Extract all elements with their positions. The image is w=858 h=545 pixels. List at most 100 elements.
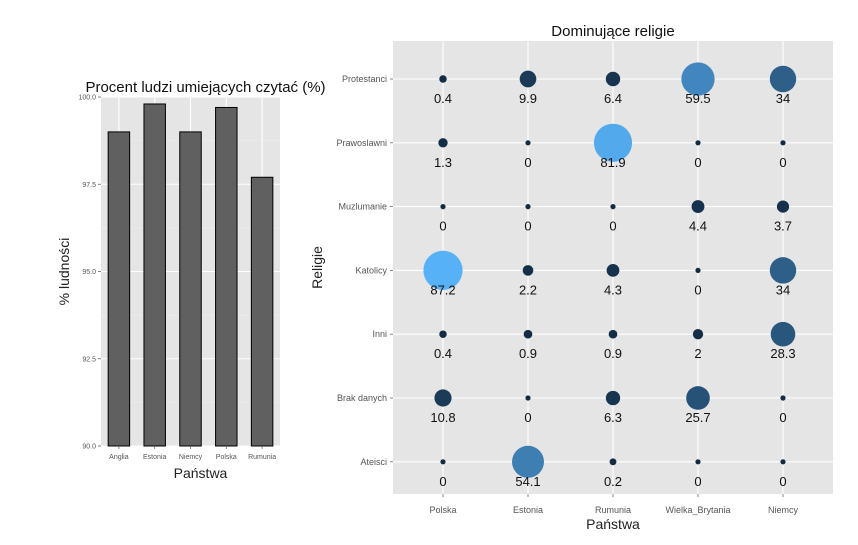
bubble-value-label: 0 [694,155,701,170]
bubble-protestanci-rumunia [605,71,621,87]
bubble-value-label: 81.9 [600,155,625,170]
bubble-value-label: 0 [524,219,531,234]
bubble-brak-danych-niemcy [780,395,786,401]
bubble-value-label: 0 [779,474,786,489]
bubble-ateisci-polska [440,459,446,465]
bubble-brak-danych-polska [434,389,452,407]
bubble-x-tick-label: Wielka_Brytania [665,505,730,515]
bubble-value-label: 2.2 [519,282,537,297]
bubble-value-label: 0.4 [434,91,452,106]
bubble-value-label: 0 [694,282,701,297]
bubble-ateisci-niemcy [780,459,786,465]
bubble-value-label: 10.8 [430,410,455,425]
bubble-value-label: 0 [609,219,616,234]
bubble-value-label: 1.3 [434,155,452,170]
bubble-chart-points [423,62,797,478]
bubble-chart-y-axis-title: Religie [309,246,325,289]
bar-x-tick-label: Estonia [143,454,166,461]
bubble-katolicy-wielka-brytania [695,267,701,273]
bubble-ateisci-wielka-brytania [695,459,701,465]
bubble-protestanci-polska [439,75,447,83]
bubble-protestanci-wielka-brytania [681,62,715,96]
bubble-value-label: 87.2 [430,282,455,297]
bar-chart-x-axis-title: Państwa [174,465,228,481]
bubble-y-tick-label: Katolicy [355,265,387,275]
bubble-x-tick-label: Rumunia [595,505,631,515]
bubble-value-label: 0 [439,474,446,489]
bubble-value-label: 0 [779,155,786,170]
bubble-value-label: 34 [776,91,790,106]
bar-anglia [107,131,131,447]
bubble-value-label: 6.3 [604,410,622,425]
bubble-muzlumanie-rumunia [610,204,616,210]
bubble-chart-x-ticks: Polska Estonia Rumunia Wielka_Brytania Niemc… [429,494,798,515]
bubble-katolicy-polska [423,250,463,290]
bubble-value-label: 54.1 [515,474,540,489]
bubble-brak-danych-rumunia [605,390,621,406]
bar-chart-y-axis-title: % ludności [56,238,72,306]
bubble-y-tick-label: Inni [372,329,387,339]
bubble-value-label: 0 [694,474,701,489]
bubble-katolicy-estonia [522,265,534,276]
bubble-y-tick-label: Muzlumanie [338,202,387,212]
bar-y-tick-label: 100.0 [78,95,96,102]
bubble-inni-estonia [523,329,533,339]
bubble-ateisci-rumunia [609,458,617,466]
bubble-value-label: 9.9 [519,91,537,106]
bubble-value-label: 3.7 [774,219,792,234]
bubble-value-label: 2 [694,346,701,361]
bubble-value-label: 34 [776,282,790,297]
bubble-brak-danych-wielka-brytania [686,386,710,410]
bubble-value-label: 4.3 [604,282,622,297]
bubble-muzlumanie-wielka-brytania [691,200,705,214]
bar-x-tick-label: Rumunia [248,454,276,461]
bubble-protestanci-estonia [519,70,537,88]
bar-x-tick-label: Niemcy [179,454,203,461]
bar-chart-y-ticks: 90.0 92.5 95.0 97.5 100.0 [78,95,101,451]
bubble-brak-danych-estonia [525,395,531,401]
bubble-value-label: 25.7 [685,410,710,425]
bubble-prawoslawni-niemcy [780,140,786,146]
literacy-bar-chart: 90.0 92.5 95.0 97.5 100.0 Anglia Estonia Niemc… [56,79,326,481]
bar-y-tick-label: 95.0 [82,269,96,276]
bubble-x-tick-label: Niemcy [768,505,799,515]
bubble-prawoslawni-estonia [525,140,531,146]
bar-x-tick-label: Anglia [109,454,129,461]
bubble-katolicy-niemcy [769,257,797,284]
bubble-value-label: 0.4 [434,346,452,361]
bubble-x-tick-label: Estonia [513,505,543,515]
bubble-inni-rumunia [608,329,618,339]
bubble-y-tick-label: Brak danych [337,393,387,403]
bar-y-tick-label: 92.5 [82,356,96,363]
bar-x-tick-label: Polska [216,454,237,461]
bubble-value-label: 0.9 [604,346,622,361]
bubble-y-tick-label: Ateisci [360,457,387,467]
bubble-muzlumanie-estonia [525,204,531,210]
bar-y-tick-label: 90.0 [82,444,96,451]
bar-chart-x-ticks: Anglia Estonia Niemcy Polska Rumunia [109,446,276,461]
bar-rumunia [250,176,274,447]
bubble-value-label: 0.2 [604,474,622,489]
bubble-chart-y-ticks: Ateisci Brak danych Inni Katolicy Muzlumanie… [336,74,393,467]
bubble-chart-x-axis-title: Państwa [586,516,640,532]
bubble-muzlumanie-niemcy [776,200,790,213]
bubble-ateisci-estonia [512,445,544,478]
bubble-protestanci-niemcy [769,65,797,93]
bar-polska [215,106,238,447]
bubble-value-label: 0 [524,410,531,425]
bubble-prawoslawni-rumunia [593,123,633,162]
bar-chart-title: Procent ludzi umiejących czytać (%) [85,79,325,96]
bar-niemcy [179,131,202,447]
bubble-muzlumanie-polska [440,204,446,210]
bubble-y-tick-label: Prawoslawni [336,138,387,148]
bubble-inni-niemcy [770,321,796,347]
bubble-value-label: 28.3 [770,346,795,361]
bubble-value-label: 59.5 [685,91,710,106]
religion-bubble-chart: 0 54.1 0.2 0 0 10.8 0 6.3 25.7 0 0.4 0.9 0.9 2 28.3 87.… [309,23,833,532]
bar-estonia [143,103,166,447]
bubble-chart-title: Dominujące religie [551,23,674,40]
bubble-value-label: 0 [524,155,531,170]
bubble-x-tick-label: Polska [429,505,456,515]
bubble-katolicy-rumunia [606,264,620,277]
